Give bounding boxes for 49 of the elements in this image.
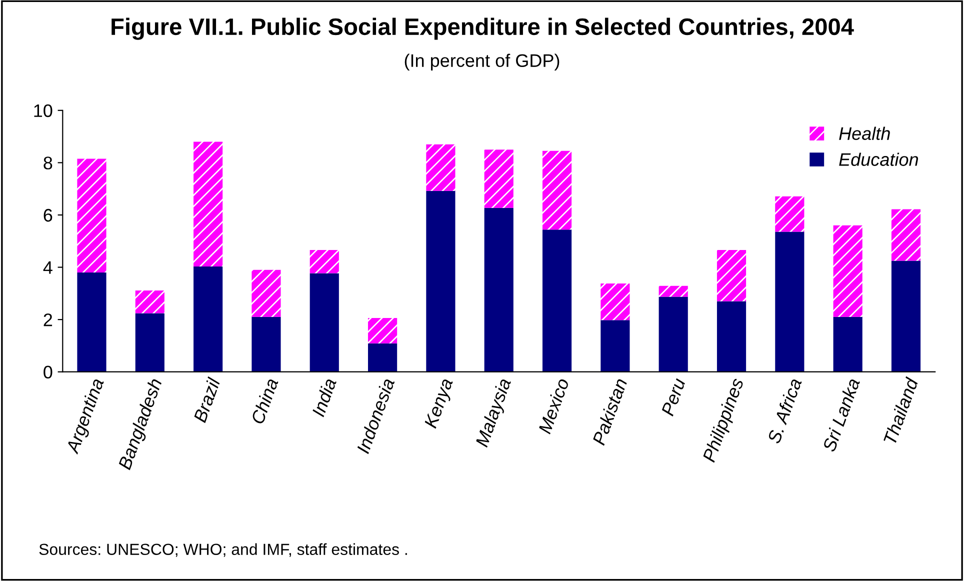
chart-subtitle: (In percent of GDP): [404, 54, 560, 71]
bar: [484, 208, 514, 372]
bar: [252, 270, 281, 317]
bar: [135, 290, 164, 314]
y-tick-label: 10: [34, 104, 52, 118]
bar: [194, 266, 223, 372]
bar: [135, 313, 164, 372]
y-tick-label: 0: [44, 366, 52, 379]
bar: [716, 301, 746, 372]
bar: [77, 272, 106, 372]
x-tick-label: Sri Lanka: [822, 377, 860, 452]
bar: [194, 142, 223, 266]
bar: [252, 316, 281, 372]
x-tick-label: Mexico: [538, 377, 570, 434]
x-tick-label: Brazil: [192, 376, 221, 424]
bar: [542, 150, 572, 230]
y-tick-label: 4: [43, 261, 52, 274]
bar: [891, 260, 921, 372]
bar: [600, 283, 630, 320]
bar: [310, 250, 339, 274]
bar: [484, 150, 514, 208]
chart-title: Figure VII.1. Public Social Expenditure in Selected Countries, 2004: [112, 18, 854, 40]
bar: [600, 320, 630, 372]
x-tick-label: S. Africa: [766, 377, 802, 444]
y-tick-label: 2: [44, 313, 52, 326]
bar: [658, 296, 688, 372]
source-note: Sources: UNESCO; WHO; and IMF, staff estimates .: [39, 543, 407, 557]
bar: [716, 250, 746, 302]
bar: [310, 273, 339, 372]
bar: [833, 225, 862, 317]
bar: [775, 196, 804, 232]
x-tick-label: India: [311, 377, 337, 418]
x-tick-label: China: [250, 377, 278, 425]
bar: [833, 316, 862, 372]
bar: [658, 286, 688, 297]
y-tick-label: 8: [44, 156, 52, 170]
bar: [542, 230, 572, 372]
bar: [426, 190, 456, 372]
x-tick-label: Kenya: [424, 378, 456, 430]
bar: [77, 158, 106, 272]
y-tick-label: 6: [44, 208, 52, 222]
bar: [368, 318, 398, 344]
bar: [368, 343, 398, 372]
bar: [775, 232, 804, 372]
bar: [891, 209, 921, 261]
legend-label: Education: [839, 152, 918, 166]
bar: [426, 144, 456, 191]
x-tick-label: Peru: [661, 377, 686, 417]
legend-label: Health: [839, 126, 890, 140]
